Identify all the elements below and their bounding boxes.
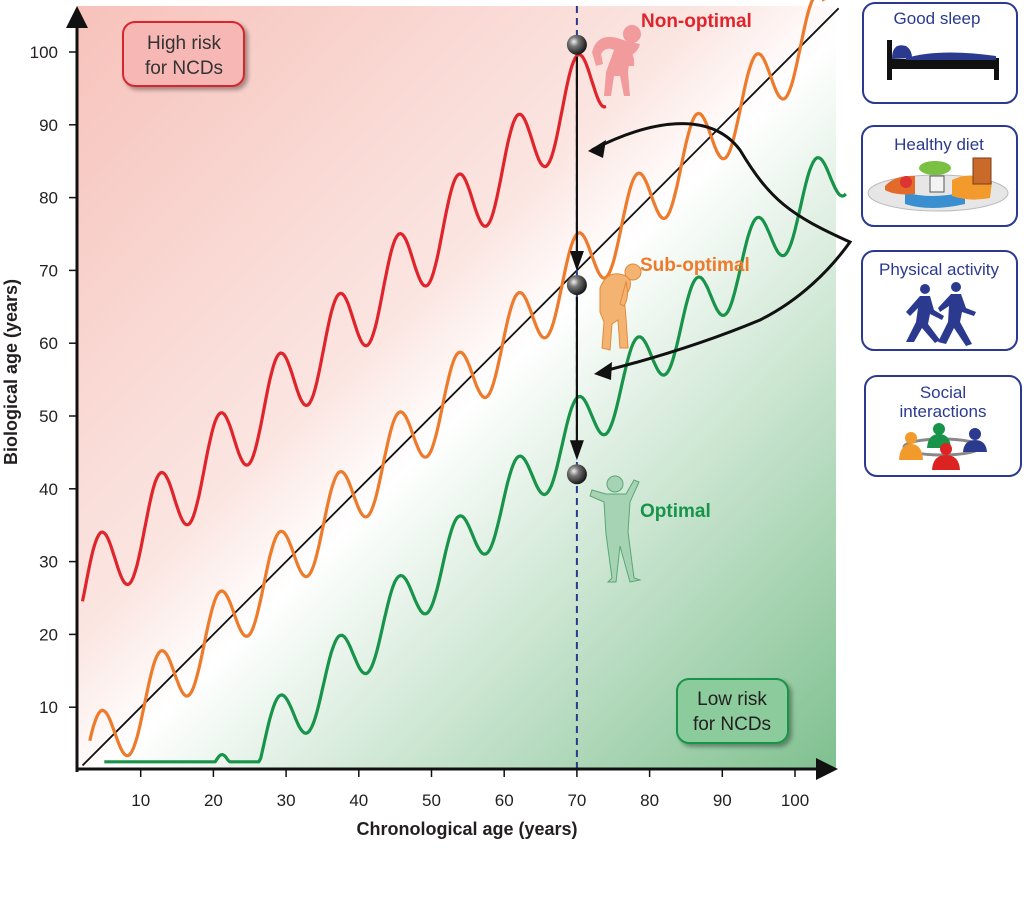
high-risk-line-1: High risk [147, 33, 221, 54]
good-sleep-title: Good sleep [894, 9, 981, 28]
bed-icon [887, 40, 999, 80]
y-tick-label: 30 [39, 553, 58, 572]
runners-icon [906, 282, 976, 346]
x-tick-label: 20 [204, 791, 223, 810]
high-risk-box [122, 21, 245, 87]
y-axis-arrowhead [66, 6, 88, 28]
y-tick-label: 20 [39, 625, 58, 644]
low-risk-line-2: for NCDs [693, 714, 771, 735]
y-tick-label: 50 [39, 407, 58, 426]
sub-optimal-figure-icon [599, 263, 642, 351]
plot-background [77, 6, 836, 769]
series-optimal-line [104, 156, 847, 764]
age-shift-arrowhead [569, 440, 584, 461]
optimal-figure-icon [589, 475, 642, 583]
x-axis-title: Chronological age (years) [356, 819, 577, 839]
people-icon [899, 423, 987, 470]
y-tick-label: 90 [39, 116, 58, 135]
series-optimal-marker [566, 464, 587, 485]
physical-activity-title: Physical activity [879, 260, 999, 279]
intervention-arrow [591, 122, 853, 374]
card-physical-activity: Physical activity [861, 250, 1018, 351]
card-social-interactions: Social interactions [864, 375, 1022, 477]
y-tick-label: 80 [39, 189, 58, 208]
intervention-arrowhead-lower [594, 362, 612, 380]
x-tick-label: 40 [349, 791, 368, 810]
down-arrows [566, 34, 587, 485]
series-group [80, 0, 847, 764]
social-interactions-title-2: interactions [900, 402, 987, 421]
series-sub_optimal-marker [566, 274, 587, 295]
x-axis-arrowhead [816, 758, 838, 780]
x-tick-label: 90 [713, 791, 732, 810]
x-ticks: 10 20 30 40 50 60 70 80 90 100 [131, 769, 809, 810]
x-tick-label: 60 [495, 791, 514, 810]
y-tick-label: 70 [39, 261, 58, 280]
optimal-label: Optimal [640, 501, 711, 522]
low-risk-box [676, 678, 789, 744]
x-tick-label: 70 [567, 791, 586, 810]
high-risk-line-2: for NCDs [145, 58, 223, 79]
series-sub_optimal-line [88, 0, 826, 758]
non-optimal-label: Non-optimal [641, 11, 752, 32]
series-non_optimal-line [80, 53, 607, 602]
x-tick-label: 10 [131, 791, 150, 810]
age-shift-arrowhead [569, 250, 584, 271]
healthy-diet-title: Healthy diet [894, 135, 984, 154]
food-plate-icon [867, 157, 1009, 212]
card-healthy-diet: Healthy diet [861, 125, 1018, 227]
sub-optimal-label: Sub-optimal [640, 255, 750, 276]
series-non_optimal-marker [566, 34, 587, 55]
y-axis-title: Biological age (years) [1, 279, 21, 465]
x-tick-label: 80 [640, 791, 659, 810]
card-good-sleep: Good sleep [862, 2, 1018, 104]
y-tick-label: 40 [39, 480, 58, 499]
y-ticks: 10 20 30 40 50 60 70 80 90 100 [30, 43, 77, 717]
y-tick-label: 10 [39, 698, 58, 717]
non-optimal-figure-icon [592, 25, 641, 96]
x-tick-label: 30 [277, 791, 296, 810]
x-tick-label: 100 [781, 791, 809, 810]
low-risk-line-1: Low risk [697, 689, 767, 710]
y-tick-label: 60 [39, 334, 58, 353]
identity-reference-line [81, 7, 840, 767]
y-tick-label: 100 [30, 43, 58, 62]
social-interactions-title-1: Social [920, 383, 966, 402]
intervention-arrowhead-upper [588, 140, 606, 158]
x-tick-label: 50 [422, 791, 441, 810]
